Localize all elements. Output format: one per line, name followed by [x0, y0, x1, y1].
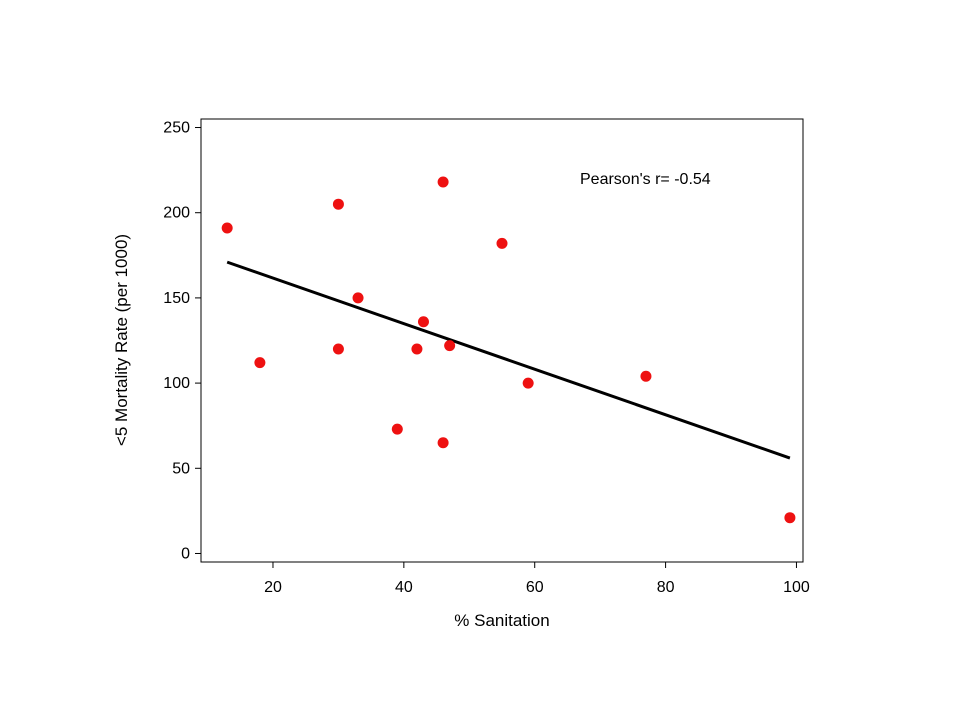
x-tick-label: 80 [657, 579, 675, 596]
y-tick-label: 200 [163, 205, 190, 222]
data-point [391, 423, 403, 435]
y-tick-label: 250 [163, 120, 190, 137]
plot-frame [200, 118, 804, 563]
data-point [784, 512, 796, 524]
data-point [437, 176, 449, 188]
x-axis-title: % Sanitation [454, 611, 549, 630]
data-point [496, 237, 508, 249]
data-point [522, 377, 534, 389]
data-point [221, 222, 233, 234]
data-points [221, 176, 796, 524]
x-tick-label: 60 [526, 579, 544, 596]
trend-line [226, 260, 791, 460]
y-tick-label: 0 [181, 545, 190, 562]
pearson-annotation: Pearson's r= -0.54 [580, 171, 711, 188]
x-tick-label: 100 [783, 579, 810, 596]
trend-line-group [226, 260, 791, 460]
data-point [352, 292, 364, 304]
y-axis-title: <5 Mortality Rate (per 1000) [112, 234, 131, 446]
x-tick-label: 40 [395, 579, 413, 596]
data-point [411, 343, 423, 355]
y-tick-label: 150 [163, 290, 190, 307]
data-point [332, 343, 344, 355]
data-point [437, 437, 449, 449]
x-axis: 20 40 60 80 100 [264, 562, 810, 596]
data-point [640, 370, 652, 382]
data-point [254, 357, 266, 369]
y-tick-label: 100 [163, 375, 190, 392]
data-point [332, 198, 344, 210]
data-point [417, 316, 429, 328]
x-tick-label: 20 [264, 579, 282, 596]
y-axis: 0 50 100 150 200 250 [163, 120, 201, 562]
y-tick-label: 50 [172, 460, 190, 477]
data-point [444, 340, 456, 352]
